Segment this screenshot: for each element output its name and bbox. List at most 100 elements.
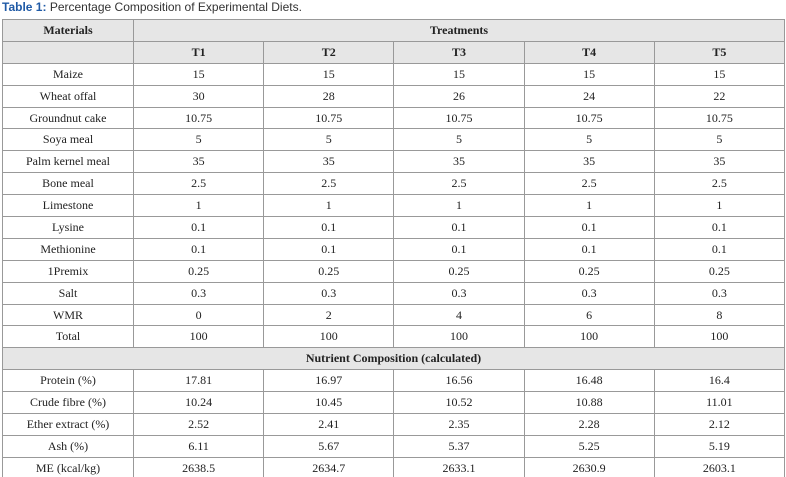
table-row: Wheat offal 30 28 26 24 22 [2,84,786,108]
cell: 0.1 [653,216,786,239]
table-row: Maize 15 15 15 15 15 [2,62,786,86]
cell: 0.1 [132,237,265,261]
cell: 0.1 [393,216,525,239]
cell: 2630.9 [523,456,655,477]
cell: 5.67 [263,434,395,458]
cell: 10.24 [132,391,265,415]
cell: 35 [263,150,395,174]
table-row: Crude fibre (%) 10.24 10.45 10.52 10.88 11.01 [2,391,786,415]
section-header: Nutrient Composition (calculated) [2,347,785,371]
row-label: Maize [2,62,134,86]
cell: 100 [523,325,655,349]
cell: 2.41 [263,413,395,436]
cell: 0.25 [523,259,655,283]
cell: 2.52 [132,413,265,436]
row-label: Bone meal [2,172,134,196]
table-row: Soya meal 5 5 5 5 5 [2,128,786,152]
cell: 10.75 [653,106,786,130]
row-label: Ether extract (%) [2,413,134,436]
cell: 24 [523,84,655,108]
cell: 0.1 [132,216,265,239]
caption-label: Table 1: [2,0,47,14]
row-label: Lysine [2,216,134,239]
cell: 15 [523,62,655,86]
cell: 2.5 [523,172,655,196]
cell: 2 [263,303,395,327]
cell: 26 [393,84,525,108]
cell: 0.3 [132,281,265,305]
cell: 100 [132,325,265,349]
table-row: ME (kcal/kg) 2638.5 2634.7 2633.1 2630.9 2603… [2,456,786,477]
cell: 16.48 [523,369,655,393]
cell: 100 [653,325,786,349]
cell: 5 [523,128,655,152]
table-row: 1Premix 0.25 0.25 0.25 0.25 0.25 [2,259,786,283]
cell: 5 [263,128,395,152]
cell: 2.12 [653,413,786,436]
row-label: Total [2,325,134,349]
cell: 22 [653,84,786,108]
cell: 0.1 [263,237,395,261]
column-row: T1 T2 T3 T4 T5 [2,40,786,64]
cell: 4 [393,303,525,327]
cell: 28 [263,84,395,108]
cell: 0.25 [263,259,395,283]
table-row: Salt 0.3 0.3 0.3 0.3 0.3 [2,281,786,305]
cell: 1 [523,194,655,218]
column-header: T2 [263,40,395,64]
diet-table: Materials Treatments T1 T2 T3 T4 T5 Maize 15 15 15… [2,19,786,477]
cell: 1 [132,194,265,218]
row-label: Crude fibre (%) [2,391,134,415]
header-row: Materials Treatments [2,19,785,42]
cell: 2.5 [263,172,395,196]
cell: 0.1 [393,237,525,261]
cell: 15 [653,62,786,86]
cell: 100 [263,325,395,349]
cell: 5 [132,128,265,152]
cell: 10.88 [523,391,655,415]
caption: Table 1: Percentage Composition of Exper… [2,0,302,15]
cell: 15 [263,62,395,86]
column-header: T3 [393,40,525,64]
header-cell [2,40,134,64]
cell: 2.5 [132,172,265,196]
cell: 16.4 [653,369,786,393]
cell: 16.97 [263,369,395,393]
cell: 35 [132,150,265,174]
cell: 35 [393,150,525,174]
cell: 2638.5 [132,456,265,477]
cell: 11.01 [653,391,786,415]
row-label: WMR [2,303,134,327]
row-label: Palm kernel meal [2,150,134,174]
cell: 10.75 [523,106,655,130]
row-label: Wheat offal [2,84,134,108]
cell: 0.3 [523,281,655,305]
table-row: Bone meal 2.5 2.5 2.5 2.5 2.5 [2,172,786,196]
cell: 1 [393,194,525,218]
table-row: Lysine 0.1 0.1 0.1 0.1 0.1 [2,216,786,239]
cell: 2633.1 [393,456,525,477]
cell: 5.37 [393,434,525,458]
table-row: WMR 0 2 4 6 8 [2,303,786,327]
cell: 0.3 [393,281,525,305]
cell: 15 [132,62,265,86]
cell: 5 [393,128,525,152]
cell: 0 [132,303,265,327]
cell: 5.25 [523,434,655,458]
cell: 2.28 [523,413,655,436]
row-label: Ash (%) [2,434,134,458]
row-label: Groundnut cake [2,106,134,130]
cell: 5.19 [653,434,786,458]
table-row: Limestone 1 1 1 1 1 [2,194,786,218]
table-row: Ash (%) 6.11 5.67 5.37 5.25 5.19 [2,434,786,458]
cell: 10.75 [132,106,265,130]
column-header: T5 [653,40,786,64]
cell: 6.11 [132,434,265,458]
row-label: Limestone [2,194,134,218]
cell: 1 [653,194,786,218]
cell: 2603.1 [653,456,786,477]
cell: 17.81 [132,369,265,393]
cell: 0.25 [653,259,786,283]
table-row: Ether extract (%) 2.52 2.41 2.35 2.28 2.12 [2,413,786,436]
